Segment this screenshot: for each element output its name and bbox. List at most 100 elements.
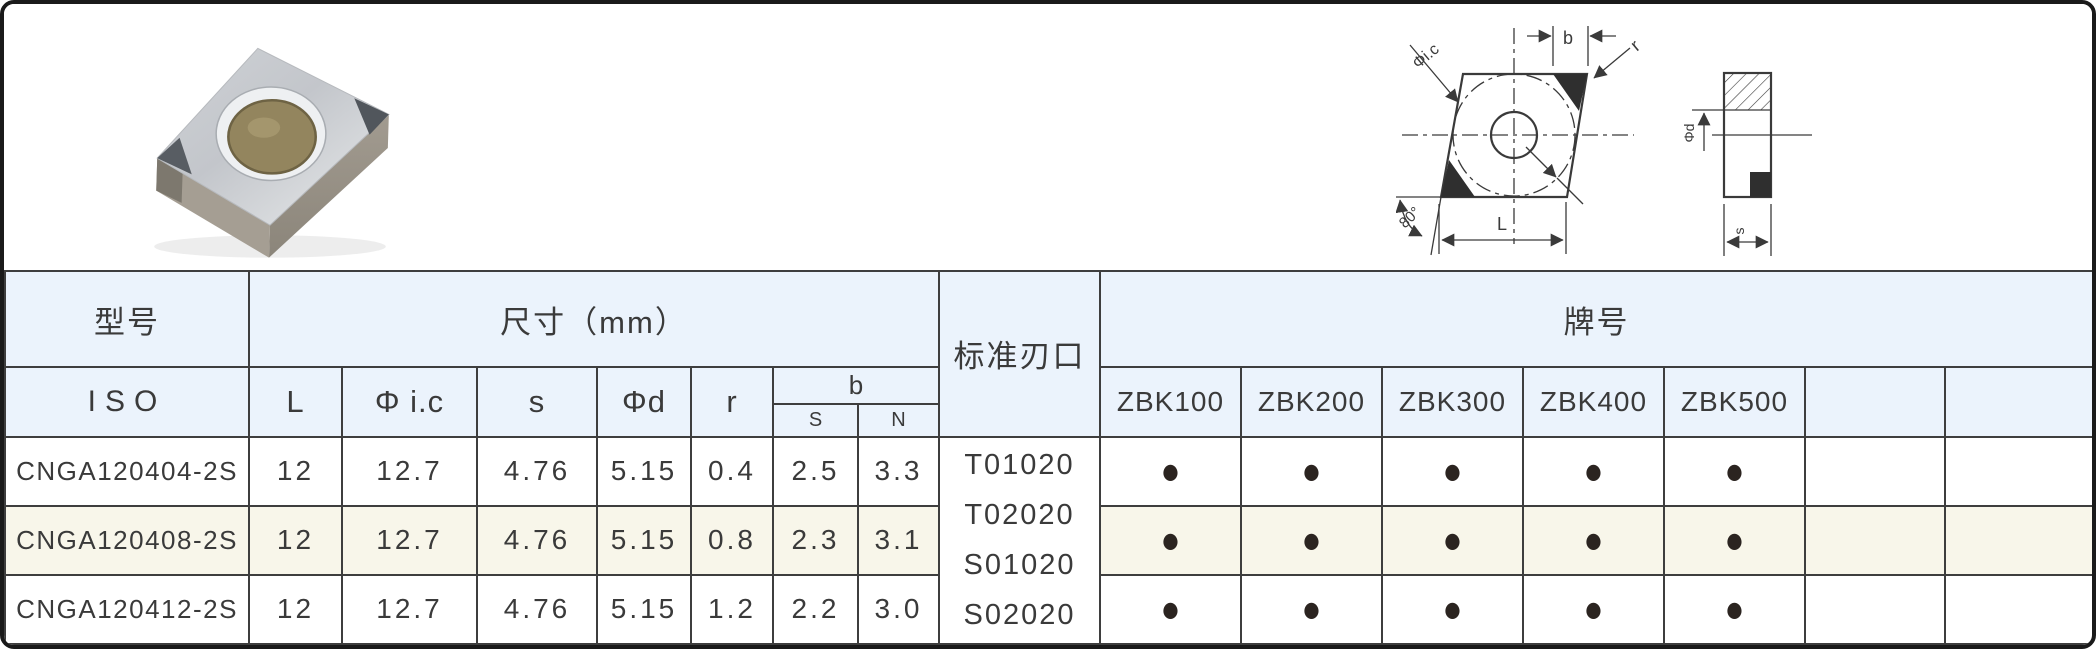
availability-dot: ●: [1301, 587, 1322, 630]
header-b: b: [772, 366, 940, 406]
grade-dot-cell: [1804, 504, 1946, 576]
thickness-label: s: [1731, 228, 1747, 235]
edge-code: T01020: [964, 449, 1075, 482]
grade-dot-cell: ●: [1240, 435, 1383, 507]
inscribed-circle-label: Φi.c: [1410, 41, 1443, 73]
r-cell: 1.2: [690, 573, 774, 645]
header-zbk200: ZBK200: [1240, 366, 1383, 438]
header-ic: Φ i.c: [341, 366, 478, 438]
availability-dot: ●: [1160, 449, 1181, 492]
header-r: r: [690, 366, 774, 438]
availability-dot: ●: [1442, 587, 1463, 630]
hole-interior: [227, 98, 317, 175]
s-cell: 4.76: [476, 435, 598, 507]
availability-dot: ●: [1583, 587, 1604, 630]
grade-dot-cell: ●: [1663, 504, 1806, 576]
header-zbk100: ZBK100: [1099, 366, 1242, 438]
grade-dot-cell: ●: [1522, 504, 1665, 576]
availability-dot: ●: [1724, 518, 1745, 561]
header-grade: 牌号: [1098, 269, 2092, 369]
availability-dot: ●: [1301, 518, 1322, 561]
grade-dot-cell: ●: [1099, 504, 1242, 576]
availability-dot: ●: [1160, 587, 1181, 630]
b-label: b: [1563, 28, 1573, 48]
hatched-layer: [1724, 73, 1771, 110]
insert-side-face: [268, 114, 389, 258]
bn-cell: 3.0: [857, 573, 940, 645]
grade-dot-cell: [1943, 573, 2092, 645]
availability-dot: ●: [1724, 587, 1745, 630]
grade-dot-cell: ●: [1099, 573, 1242, 645]
grade-dot-cell: [1804, 435, 1946, 507]
header-b-N: N: [857, 403, 940, 438]
s-cell: 4.76: [476, 504, 598, 576]
edge-code: T02020: [964, 499, 1075, 532]
header-model: 型号: [4, 269, 250, 369]
insert-cbn-tip-right: [354, 98, 389, 135]
grade-dot-cell: [1943, 504, 2092, 576]
availability-dot: ●: [1442, 449, 1463, 492]
bs-cell: 2.3: [772, 504, 859, 576]
grade-dot-cell: ●: [1663, 573, 1806, 645]
top-section: b r Φi.c 80° L: [4, 4, 2092, 270]
availability-dot: ●: [1301, 449, 1322, 492]
header-zbk400: ZBK400: [1522, 366, 1665, 438]
d-cell: 5.15: [596, 573, 692, 645]
grade-dot-cell: ●: [1099, 435, 1242, 507]
header-grade-empty-2: [1943, 366, 2092, 438]
table-row: CNGA120408-2S 12 12.7 4.76 5.15 0.8 2.3 …: [4, 504, 2092, 576]
header-s: s: [476, 366, 598, 438]
tip-top-right: [1553, 74, 1587, 111]
model-cell: CNGA120408-2S: [4, 504, 250, 576]
angle-label: 80°: [1396, 204, 1424, 232]
model-cell: CNGA120404-2S: [4, 435, 250, 507]
ic-leader-lower: [1525, 146, 1557, 178]
grade-dot-cell: ●: [1240, 573, 1383, 645]
header-L: L: [248, 366, 343, 438]
center-hole: [1489, 110, 1539, 160]
table-row: CNGA120404-2S 12 12.7 4.76 5.15 0.4 2.5 …: [4, 435, 2092, 645]
bs-cell: 2.5: [772, 435, 859, 507]
insert-product-photo: [154, 47, 390, 258]
spec-table: 型号 尺寸（mm） 标准刃口 牌号 ISO L Φ i.c s Φd r b Z…: [4, 269, 2092, 645]
d-cell: 5.15: [596, 435, 692, 507]
d-cell: 5.15: [596, 504, 692, 576]
grade-dot-cell: ●: [1240, 504, 1383, 576]
availability-dot: ●: [1583, 518, 1604, 561]
grade-dot-cell: [1943, 435, 2092, 507]
edge-code: S01020: [963, 549, 1076, 582]
r-cell: 0.8: [690, 504, 774, 576]
ic-cell: 12.7: [341, 435, 478, 507]
header-zbk500: ZBK500: [1663, 366, 1806, 438]
availability-dot: ●: [1160, 518, 1181, 561]
header-dimensions: 尺寸（mm）: [248, 269, 940, 369]
header-grade-empty-1: [1804, 366, 1946, 438]
insert-outline: [1439, 72, 1589, 199]
header-zbk300: ZBK300: [1381, 366, 1524, 438]
ic-leader-ext: [1556, 177, 1584, 205]
grade-dot-cell: ●: [1522, 573, 1665, 645]
grade-dot-cell: [1804, 573, 1946, 645]
grade-dot-cell: ●: [1522, 435, 1665, 507]
r-cell: 0.4: [690, 435, 774, 507]
availability-dot: ●: [1724, 449, 1745, 492]
header-b-S: S: [772, 403, 859, 438]
ic-leader-upper: [1409, 44, 1459, 103]
model-cell: CNGA120412-2S: [4, 573, 250, 645]
header-d: Φd: [596, 366, 692, 438]
ic-cell: 12.7: [341, 573, 478, 645]
hole-diameter-label: Φd: [1684, 124, 1697, 143]
bs-cell: 2.2: [772, 573, 859, 645]
availability-dot: ●: [1442, 518, 1463, 561]
availability-dot: ●: [1583, 449, 1604, 492]
L-label: L: [1497, 214, 1507, 234]
grade-dot-cell: ●: [1381, 573, 1524, 645]
hole-highlight: [247, 117, 281, 138]
tip-marker: [1750, 172, 1771, 197]
r-label: r: [1626, 36, 1643, 55]
edge-codes-cell: T01020 T02020 S01020 S02020: [938, 435, 1101, 645]
grade-dot-cell: ●: [1381, 504, 1524, 576]
L-cell: 12: [248, 435, 343, 507]
edge-code: S02020: [963, 599, 1076, 632]
